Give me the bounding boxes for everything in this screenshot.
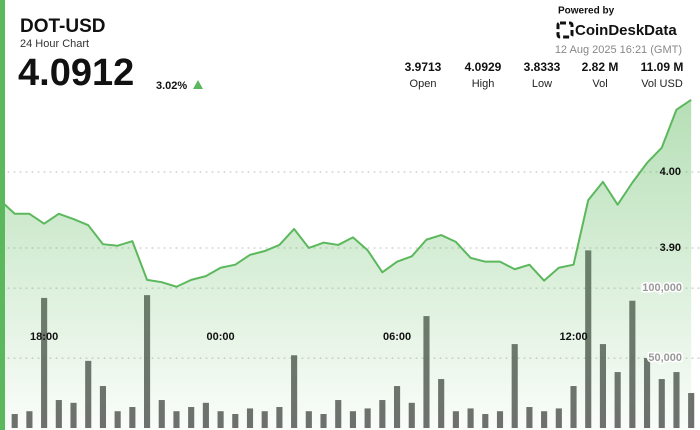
- stat-value: 3.8333: [524, 60, 561, 74]
- y2-tick-label: 100,000: [642, 282, 682, 294]
- y-tick-label: 3.90: [660, 242, 681, 254]
- x-tick-label: 12:00: [559, 331, 587, 343]
- up-arrow: [193, 80, 203, 89]
- symbol: DOT-USD: [20, 16, 106, 37]
- y-tick-label: 4.00: [660, 166, 681, 178]
- stat-label: Vol: [592, 78, 607, 90]
- y2-tick-label: 50,000: [648, 352, 682, 364]
- stat-value: 2.82 M: [582, 60, 619, 74]
- brand: CoinDeskData: [575, 22, 677, 39]
- powered-by: Powered by: [558, 6, 615, 17]
- stat-label: Open: [410, 78, 437, 90]
- timestamp: 12 Aug 2025 16:21 (GMT): [555, 44, 682, 56]
- price-area: [0, 99, 692, 430]
- plot-area: 4.00 3.90 100,000 50,000 18:00 00:00 06:00 12:0…: [0, 98, 700, 430]
- change: 3.02%: [156, 80, 187, 92]
- stat-value: 11.09 M: [641, 60, 684, 74]
- stat-value: 4.0929: [465, 60, 502, 74]
- brand-logo: [556, 21, 574, 39]
- x-tick-label: 06:00: [383, 331, 411, 343]
- stat-value: 3.9713: [405, 60, 442, 74]
- stat-label: Low: [532, 78, 552, 90]
- x-tick-label: 00:00: [207, 331, 235, 343]
- stat-label: Vol USD: [641, 78, 683, 90]
- stat-label: High: [472, 78, 495, 90]
- price-line: [0, 98, 692, 288]
- x-tick-label: 18:00: [30, 331, 58, 343]
- accent-bar: [0, 0, 5, 430]
- stats: 3.9713 Open 4.0929 High 3.8333 Low 2.82 …: [405, 60, 684, 90]
- subtitle: 24 Hour Chart: [20, 38, 89, 50]
- price: 4.0912: [18, 52, 134, 94]
